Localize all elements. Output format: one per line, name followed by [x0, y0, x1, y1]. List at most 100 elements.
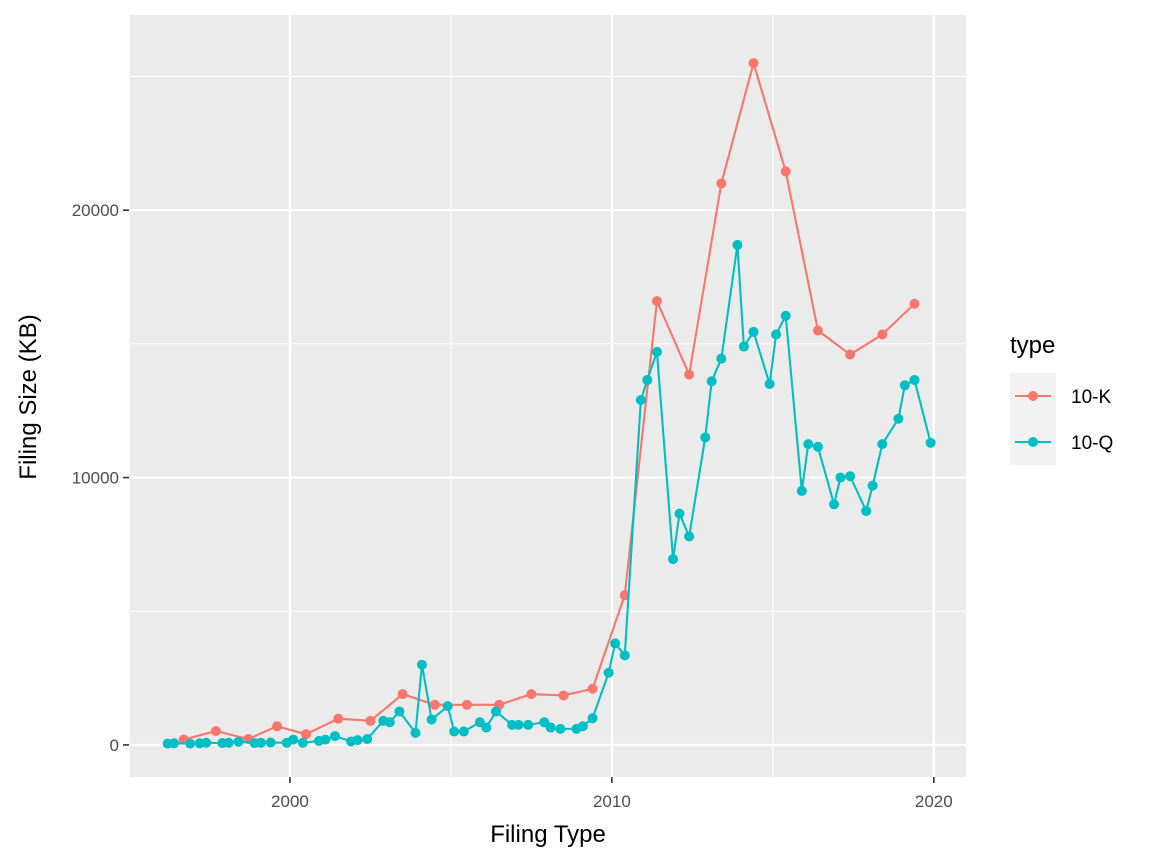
data-point-10q: [925, 437, 936, 448]
data-point-10k: [748, 58, 759, 69]
data-point-10k: [877, 329, 888, 340]
series-10q: [162, 239, 936, 749]
data-point-10q: [780, 310, 791, 321]
x-tick-label: 2020: [915, 792, 953, 811]
data-point-10q: [255, 737, 266, 748]
data-point-10q: [587, 713, 598, 724]
plot-panel: [129, 15, 966, 777]
data-point-10q: [288, 734, 299, 745]
data-point-10k: [333, 713, 344, 724]
data-point-10q: [352, 735, 363, 746]
data-point-10q: [700, 432, 711, 443]
data-point-10q: [861, 505, 872, 516]
legend-title: type: [1010, 332, 1055, 359]
data-point-10q: [845, 471, 856, 482]
data-point-10q: [297, 737, 308, 748]
axis-layer: 2000 2010 2020 0 10000 20000: [72, 201, 953, 811]
data-point-10q: [642, 374, 653, 385]
data-point-10k: [812, 325, 823, 336]
data-point-10k: [462, 699, 473, 710]
data-point-10q: [555, 723, 566, 734]
legend-label-10k: 10-K: [1071, 387, 1111, 408]
data-point-10q: [619, 650, 630, 661]
legend-key-point: [1028, 437, 1038, 447]
minor-gridlines: [128, 15, 966, 777]
data-point-10q: [265, 737, 276, 748]
data-point-10q: [458, 726, 469, 737]
data-point-10k: [301, 729, 312, 740]
x-tick-label: 2010: [593, 792, 631, 811]
series-10k: [178, 58, 920, 745]
legend-key-point: [1028, 391, 1038, 401]
data-point-10q: [684, 531, 695, 542]
data-point-10q: [481, 722, 492, 733]
data-point-10q: [233, 736, 244, 747]
data-point-10k: [684, 369, 695, 380]
data-point-10q: [803, 439, 814, 450]
data-point-10q: [829, 499, 840, 510]
data-point-10k: [397, 689, 408, 700]
x-axis-title: Filing Type: [490, 821, 606, 848]
data-point-10k: [780, 166, 791, 177]
data-point-10q: [449, 726, 460, 737]
data-point-10q: [603, 667, 614, 678]
data-point-10k: [909, 298, 920, 309]
legend-item-10q: 10-Q: [1010, 419, 1113, 465]
data-point-10q: [635, 395, 646, 406]
data-point-10k: [272, 721, 283, 732]
data-point-10q: [545, 722, 556, 733]
data-point-10k: [845, 349, 856, 360]
data-point-10q: [320, 734, 331, 745]
data-point-10k: [558, 690, 569, 701]
data-point-10k: [716, 178, 727, 189]
data-point-10q: [796, 485, 807, 496]
data-point-10q: [909, 374, 920, 385]
data-point-10k: [651, 296, 662, 307]
data-point-10k: [619, 590, 630, 601]
data-point-10q: [384, 717, 395, 728]
data-point-10q: [668, 554, 679, 565]
data-point-10q: [674, 508, 685, 519]
data-point-10q: [771, 329, 782, 340]
data-point-10q: [416, 659, 427, 670]
series-layer: [162, 58, 936, 749]
data-point-10q: [738, 341, 749, 352]
legend: type 10-K 10-Q: [1010, 332, 1113, 465]
data-point-10q: [577, 721, 588, 732]
data-point-10k: [365, 715, 376, 726]
data-point-10q: [426, 714, 437, 725]
data-point-10q: [201, 737, 212, 748]
data-point-10k: [210, 726, 221, 737]
data-point-10q: [330, 731, 341, 742]
data-point-10q: [410, 727, 421, 738]
data-point-10q: [812, 441, 823, 452]
data-point-10q: [716, 353, 727, 364]
y-tick-label: 20000: [72, 201, 119, 220]
data-point-10q: [748, 326, 759, 337]
data-point-10q: [835, 472, 846, 483]
y-tick-label: 10000: [72, 469, 119, 488]
data-point-10q: [867, 480, 878, 491]
data-point-10k: [526, 689, 537, 700]
data-point-10q: [877, 439, 888, 450]
y-tick-label: 0: [110, 736, 119, 755]
legend-item-10k: 10-K: [1010, 373, 1111, 419]
data-point-10k: [429, 699, 440, 710]
data-point-10q: [706, 376, 717, 387]
y-axis-title: Filing Size (KB): [15, 314, 42, 479]
series-line-10k: [183, 62, 916, 741]
data-point-10q: [610, 638, 621, 649]
data-point-10q: [899, 380, 910, 391]
data-point-10q: [169, 738, 180, 749]
data-point-10q: [523, 719, 534, 730]
data-point-10q: [513, 719, 524, 730]
x-tick-label: 2000: [271, 792, 309, 811]
data-point-10k: [587, 683, 598, 694]
data-point-10q: [490, 706, 501, 717]
data-point-10q: [185, 738, 196, 749]
data-point-10q: [362, 734, 373, 745]
data-point-10q: [764, 378, 775, 389]
data-point-10q: [732, 239, 743, 250]
data-point-10q: [893, 413, 904, 424]
